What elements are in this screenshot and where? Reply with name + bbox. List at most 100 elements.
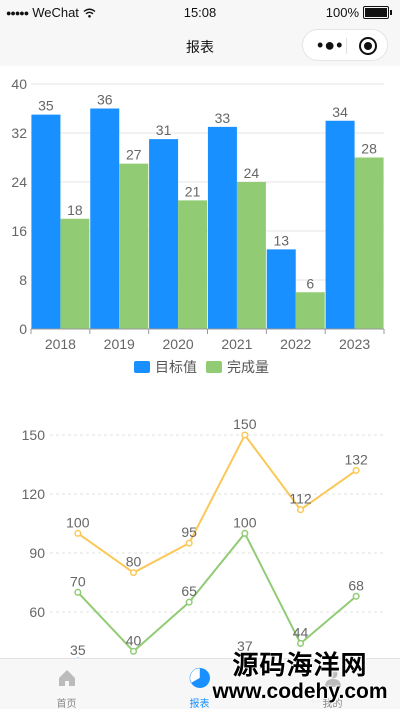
wifi-icon [83,8,96,18]
bar-data-label: 34 [332,104,348,120]
line-data-label: 150 [233,416,257,432]
bar-y-tick-label: 16 [11,223,27,239]
line-point [129,647,138,655]
line-y-tick-label: 90 [29,545,45,561]
report-content[interactable]: 0 8 16 24 32 40 35 18 36 27 31 21 33 24 13 6 34 28 2018 2… [0,66,400,658]
line-data-label: 35 [70,642,86,658]
bar-target [207,126,237,329]
bar-x-tick-label: 2021 [221,336,252,352]
line-data-label: 100 [66,514,90,530]
watermark-cn: 源码海洋网 [232,650,368,680]
bar-data-label: 33 [215,110,231,126]
pie-chart-icon [189,667,210,688]
tab-report-label: 报表 [189,699,210,710]
bar-target [149,139,179,329]
bar-data-label: 6 [306,275,314,291]
line-series-1 [77,531,357,653]
watermark: 源码海洋网 www.codehy.com [200,650,400,704]
line-series-0 [77,433,357,574]
line-data-label: 40 [126,632,142,648]
bar-x-tick-label: 2023 [339,336,370,352]
bar-data-label: 27 [126,147,142,163]
watermark-url: www.codehy.com [212,680,388,703]
bar-target [266,249,296,329]
bar-y-tick-label: 24 [11,174,27,190]
bar-x-tick-label: 2020 [163,336,194,352]
line-data-label: 80 [126,554,142,570]
bar-data-label: 24 [244,165,260,181]
line-point [185,598,193,606]
line-data-label: 65 [181,583,197,599]
line-data-label: 100 [233,514,257,530]
line-data-label: 70 [70,573,86,589]
line-point [241,529,249,537]
bar-done [60,218,90,329]
battery-icon [363,6,389,19]
legend-label-target: 目标值 [155,359,197,375]
line-chart: 306090120150 100809515011213270406510044… [22,416,384,658]
battery-percent: 100% [325,5,359,20]
navigation-bar: 报表 •●• [0,26,400,66]
line-point [352,466,360,474]
tab-home[interactable]: 首页 [0,659,133,710]
bar-data-label: 28 [361,141,377,157]
legend-swatch-done [206,361,222,373]
line-point [241,653,249,658]
bar-done [236,182,266,329]
signal-group: ●●●●● WeChat [6,5,96,20]
page-title: 报表 [186,39,214,55]
bar-data-label: 36 [97,92,113,108]
bar-y-tick-label: 0 [19,321,27,337]
capsule-divider [346,38,347,54]
tab-bar: 首页 报表 我的 [0,658,400,710]
bar-target [325,120,355,329]
clock: 15:08 [183,5,217,20]
line-point [129,569,138,577]
line-data-label: 95 [181,524,197,540]
bar-done [295,292,325,329]
line-data-label: 68 [348,577,364,593]
line-point [185,539,193,547]
legend-label-done: 完成量 [227,359,269,375]
bar-y-tick-label: 40 [11,76,27,92]
tab-mine[interactable]: 我的 [266,659,399,710]
line-point [74,529,82,537]
bar-x-tick-label: 2018 [45,336,76,352]
tab-home-label: 首页 [56,699,77,710]
bar-done [119,163,149,329]
bar-target [31,114,61,329]
bar-data-label: 35 [38,98,54,114]
line-point [241,431,249,439]
line-point [352,592,360,600]
battery-group: 100% [326,5,392,20]
line-y-tick-label: 60 [29,604,45,620]
tab-report[interactable]: 报表 [133,659,266,710]
close-mini-program-button[interactable] [359,37,377,55]
bar-data-label: 13 [273,232,289,248]
bar-chart: 0 8 16 24 32 40 35 18 36 27 31 21 33 24 13 6 34 28 2018 2… [11,76,385,375]
line-data-label: 112 [289,491,312,507]
line-y-tick-label: 120 [22,486,46,502]
line-point [296,639,305,648]
line-y-tick-label: 150 [22,427,46,443]
home-icon [59,670,75,686]
bar-done [178,200,208,329]
line-data-label: 44 [293,624,309,640]
user-icon [325,669,341,687]
tab-mine-label: 我的 [322,699,343,710]
bar-done [354,157,384,329]
line-point [74,588,82,596]
bar-x-tick-label: 2019 [104,336,135,352]
more-menu-button[interactable]: •●• [317,35,344,55]
bar-data-label: 18 [67,202,83,218]
status-bar: ●●●●● WeChat 15:08 100% [0,0,400,26]
signal-strength-icon: ●●●●● [6,7,29,18]
battery-nub [390,10,392,15]
bar-target [90,108,120,329]
bar-data-label: 21 [185,183,201,199]
line-data-label: 37 [237,638,253,654]
carrier-label: WeChat [32,5,79,20]
mini-program-capsule: •●• [302,29,388,61]
line-data-label: 132 [344,451,368,467]
line-point [296,506,305,514]
